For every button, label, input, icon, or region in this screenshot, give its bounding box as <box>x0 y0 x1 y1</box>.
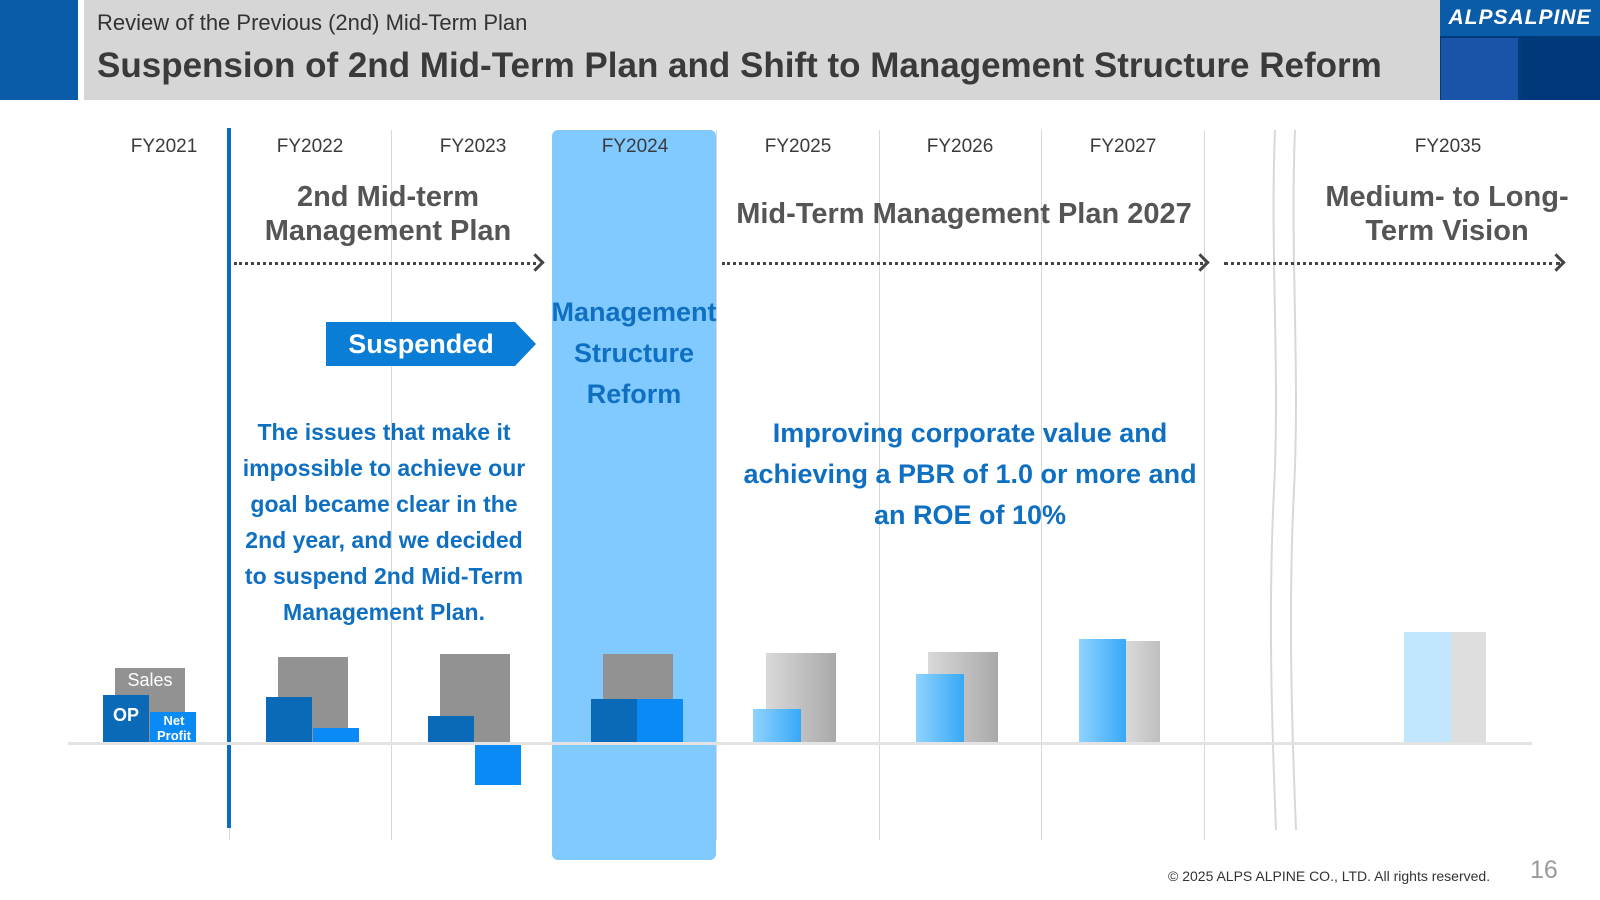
year-label-fy2026: FY2026 <box>926 136 994 157</box>
year-label-fy2027: FY2027 <box>1089 136 1157 157</box>
year-label-fy2023: FY2023 <box>439 136 507 157</box>
suspended-tag <box>326 322 536 366</box>
slide-title: Suspension of 2nd Mid-Term Plan and Shif… <box>97 46 1382 85</box>
year-label-fy2022: FY2022 <box>276 136 344 157</box>
long-term-vision-title: Medium- to Long-Term Vision <box>1325 181 1569 247</box>
op-bar-fy2026 <box>916 674 964 742</box>
header-bar <box>84 0 1440 100</box>
slide-subtitle: Review of the Previous (2nd) Mid-Term Pl… <box>97 10 528 35</box>
op-bar-fy2035 <box>1404 632 1451 742</box>
legend-sales-label: Sales <box>127 670 173 690</box>
header-accent-block <box>0 0 78 100</box>
op-bar-fy2021 <box>103 695 149 742</box>
mtp2027-title: Mid-Term Management Plan 2027 <box>736 198 1192 230</box>
column-divider <box>1204 130 1205 840</box>
column-divider <box>1041 130 1042 840</box>
net-profit-bar-fy2024 <box>637 699 683 742</box>
timeline-break-line <box>1270 130 1277 830</box>
logo-square-left <box>1441 38 1518 100</box>
second-plan-arrowhead <box>526 253 545 272</box>
op-bar-fy2023 <box>428 716 474 742</box>
op-bar-fy2025 <box>753 709 801 742</box>
suspended-label: Suspended <box>348 329 494 359</box>
corporate-goal-text: Improving corporate value and achieving … <box>743 418 1197 530</box>
net-profit-bar-fy2023-negative <box>475 745 521 785</box>
legend-op-label: OP <box>112 705 139 725</box>
page-number: 16 <box>1530 856 1558 884</box>
column-divider <box>879 130 880 840</box>
logo-square-right <box>1522 38 1600 100</box>
vision-arrow-line <box>1224 262 1560 265</box>
year-label-fy2024: FY2024 <box>601 136 669 157</box>
logo-strip <box>1440 0 1600 36</box>
plan-start-line <box>227 128 231 828</box>
timeline-break-line <box>1290 130 1297 830</box>
year-label-fy2021: FY2021 <box>130 136 198 157</box>
suspension-reason-text: The issues that make it impossible to ac… <box>242 419 526 625</box>
mtp2027-arrow-line <box>722 262 1203 265</box>
column-divider <box>391 130 392 840</box>
net-profit-bar-fy2022 <box>313 728 359 742</box>
vision-arrowhead <box>1547 253 1566 272</box>
net-profit-bar-fy2021 <box>150 712 196 742</box>
legend-net-profit-label: Net Profit <box>157 713 191 743</box>
mtp2027-arrowhead <box>1191 253 1210 272</box>
year-label-fy2025: FY2025 <box>764 136 832 157</box>
copyright-notice: © 2025 ALPS ALPINE CO., LTD. All rights … <box>1168 868 1491 884</box>
sales-bar-fy2035 <box>1451 632 1486 742</box>
sales-bar-fy2027 <box>1126 641 1160 742</box>
second-plan-arrow-line <box>234 262 536 265</box>
op-bar-fy2027 <box>1079 639 1126 742</box>
second-mid-term-plan-title: 2nd Mid-term Management Plan <box>264 181 512 247</box>
fy2024-highlight-band <box>552 130 716 860</box>
column-divider <box>716 130 717 840</box>
company-logo: ALPSALPINE <box>1448 6 1592 29</box>
structure-reform-label: Management Structure Reform <box>551 297 717 409</box>
year-label-fy2035: FY2035 <box>1414 136 1482 157</box>
chart-baseline <box>68 742 1532 745</box>
op-bar-fy2022 <box>266 697 312 742</box>
op-bar-fy2024 <box>591 699 637 742</box>
